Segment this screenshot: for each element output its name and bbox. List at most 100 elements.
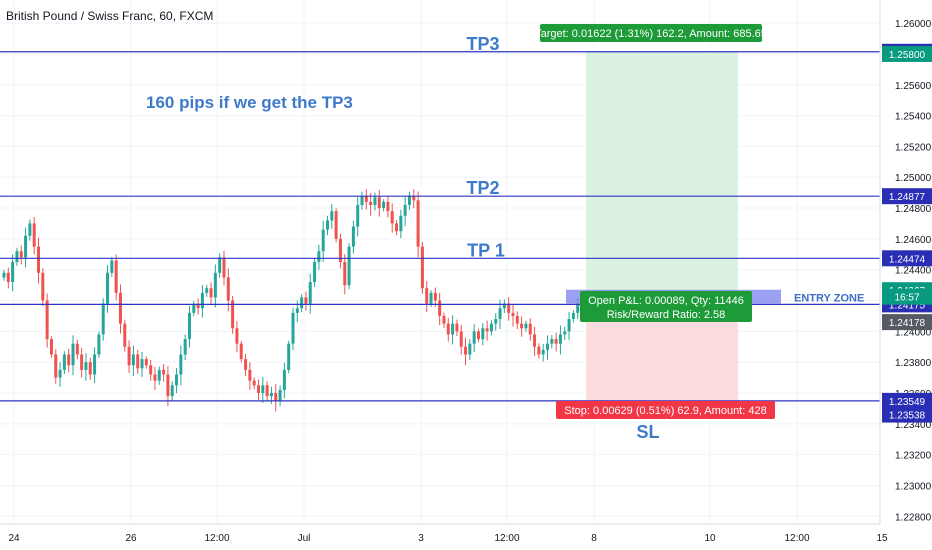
candle-body xyxy=(364,195,368,202)
candle-body xyxy=(485,328,489,332)
candle-body xyxy=(395,223,399,232)
candle-body xyxy=(261,385,265,393)
pips-annotation: 160 pips if we get the TP3 xyxy=(146,93,353,112)
candle-body xyxy=(269,393,273,397)
price-badge-label: 16:57 xyxy=(894,293,919,304)
price-tick: 1.23400 xyxy=(895,420,932,431)
candle-body xyxy=(192,303,196,313)
candle-body xyxy=(369,201,373,205)
candle-body xyxy=(433,292,437,301)
candle-body xyxy=(347,246,351,286)
candle-body xyxy=(481,328,485,340)
candle-body xyxy=(377,197,381,209)
candle-body xyxy=(545,343,549,350)
candle-body xyxy=(239,343,243,360)
candle-body xyxy=(576,303,580,313)
candle-body xyxy=(420,246,424,289)
price-tick: 1.24800 xyxy=(895,204,932,215)
candle-body xyxy=(101,303,105,335)
candle-body xyxy=(162,369,166,375)
candle-body xyxy=(24,235,28,258)
candle-body xyxy=(489,323,493,332)
profit-zone xyxy=(586,51,738,304)
candle-body xyxy=(11,262,15,283)
candle-body xyxy=(390,211,394,224)
price-badge-label: 1.24877 xyxy=(889,192,926,203)
candle-body xyxy=(442,315,446,324)
price-badge-label: 1.24178 xyxy=(889,318,926,329)
candle-body xyxy=(58,369,62,378)
price-badge xyxy=(882,45,932,62)
candle-body xyxy=(494,319,498,324)
candle-body xyxy=(373,197,377,205)
candle-body xyxy=(157,369,161,381)
candle-body xyxy=(541,349,545,355)
candle-body xyxy=(330,211,334,221)
price-badge xyxy=(882,406,932,423)
candle-body xyxy=(265,385,269,397)
candle-body xyxy=(429,292,433,304)
candle-body xyxy=(175,374,179,386)
price-badge xyxy=(882,250,932,267)
target-label-text: Target: 0.01622 (1.31%) 162.2, Amount: 6… xyxy=(535,28,767,40)
candle-body xyxy=(75,343,79,355)
position-labels: Target: 0.01622 (1.31%) 162.2, Amount: 6… xyxy=(535,24,775,419)
candle-body xyxy=(218,257,222,273)
time-axis[interactable]: 24 26 12:00 Jul 3 12:00 8 10 12:00 15 xyxy=(0,523,888,550)
candle-body xyxy=(502,303,506,309)
candle-body xyxy=(425,288,429,304)
candle-body xyxy=(511,312,515,316)
candle-body xyxy=(563,331,567,335)
candle-body xyxy=(6,272,10,283)
candle-body xyxy=(459,331,463,347)
candle-body xyxy=(2,272,6,278)
candle-body xyxy=(32,223,36,247)
candle-body xyxy=(472,331,476,344)
candle-body xyxy=(131,354,135,366)
price-tick: 1.25400 xyxy=(895,112,932,123)
price-tick: 1.25200 xyxy=(895,142,932,153)
stop-label: Stop: 0.00629 (0.51%) 62.9, Amount: 428 xyxy=(556,401,775,419)
candle-body xyxy=(183,339,187,355)
candle-body xyxy=(222,257,226,278)
candle-body xyxy=(97,334,101,355)
candle-body xyxy=(140,359,144,369)
candle-body xyxy=(338,238,342,262)
candle-body xyxy=(149,365,153,375)
candle-body xyxy=(326,220,330,230)
candle-body xyxy=(209,288,213,298)
pnl-label-text: Open P&L: 0.00089, Qty: 11446 xyxy=(588,295,744,307)
candle-body xyxy=(93,354,97,375)
candle-body xyxy=(144,359,148,366)
price-badge-label: 1.24175 xyxy=(889,300,926,311)
candle-body xyxy=(382,201,386,209)
candle-body xyxy=(451,323,455,335)
candle-body xyxy=(136,354,140,369)
candle-body xyxy=(256,385,260,393)
candle-body xyxy=(213,272,217,298)
price-tick: 1.23800 xyxy=(895,358,932,369)
stop-label-text: Stop: 0.00629 (0.51%) 62.9, Amount: 428 xyxy=(564,405,766,417)
level-lines[interactable]: TP3 TP2 TP 1 SL xyxy=(0,34,880,442)
candle-body xyxy=(317,251,321,262)
price-badge xyxy=(882,314,932,331)
candle-body xyxy=(476,331,480,340)
candle-body xyxy=(308,282,312,304)
price-axis[interactable]: 1.26000 1.25800 1.25600 1.25400 1.25200 1.250… xyxy=(879,0,932,524)
candle-body xyxy=(200,292,204,309)
candle-body xyxy=(386,201,390,212)
candle-body xyxy=(226,277,230,301)
price-badge-label: 1.23549 xyxy=(889,397,926,408)
candle-body xyxy=(295,308,299,313)
candle-body xyxy=(84,362,88,370)
candle-body xyxy=(235,328,239,344)
candle-body xyxy=(244,359,248,370)
candle-body xyxy=(41,272,45,301)
candle-body xyxy=(252,380,256,386)
candle-body xyxy=(313,262,317,283)
candle-body xyxy=(278,389,282,401)
price-tick: 1.25000 xyxy=(895,173,932,184)
candle-body xyxy=(498,308,502,320)
candle-body xyxy=(321,229,325,252)
